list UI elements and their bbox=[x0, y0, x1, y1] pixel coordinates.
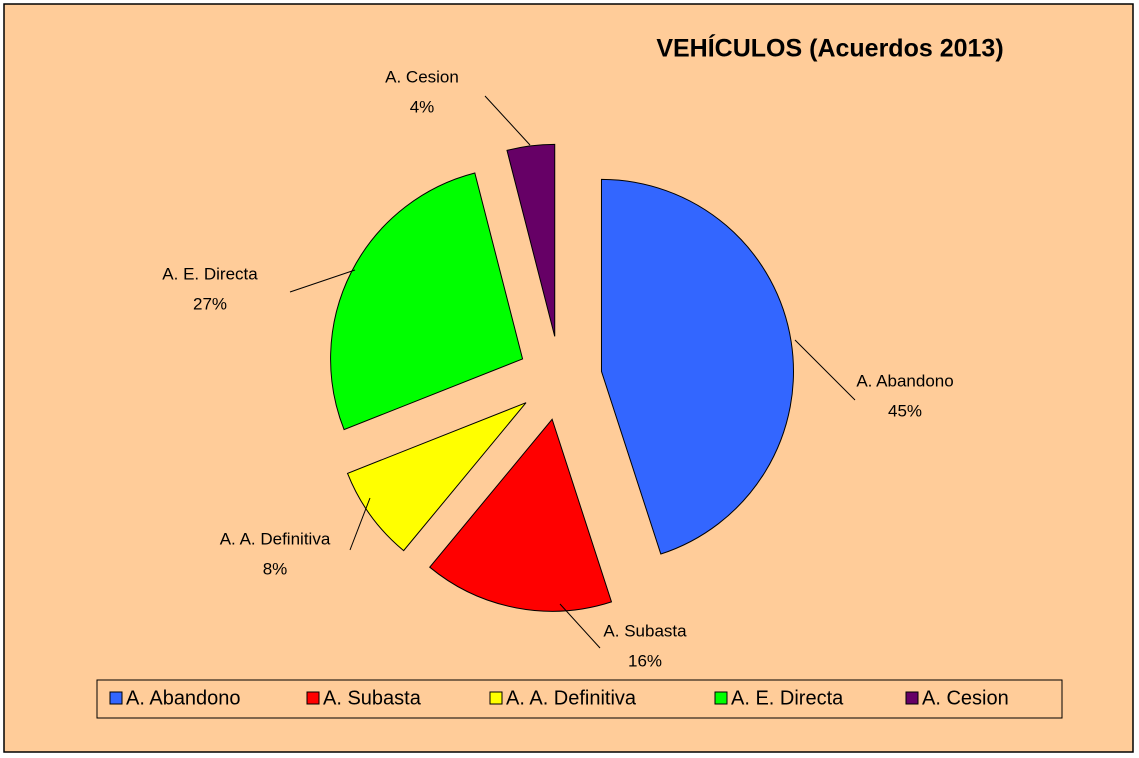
data-label-name: A. E. Directa bbox=[162, 264, 258, 283]
pie-slice bbox=[600, 178, 794, 555]
chart-area bbox=[3, 3, 1134, 753]
pie-slice bbox=[346, 402, 527, 552]
data-label-value: 45% bbox=[888, 401, 922, 420]
data-label-value: 4% bbox=[410, 97, 435, 116]
data-label-name: A. Abandono bbox=[856, 371, 953, 390]
legend-label: A. A. Definitiva bbox=[506, 687, 637, 709]
leader-line bbox=[349, 497, 371, 551]
pie-slice bbox=[506, 143, 556, 337]
leader-line bbox=[484, 95, 531, 146]
legend-label: A. E. Directa bbox=[731, 687, 844, 709]
data-label-name: A. A. Definitiva bbox=[220, 529, 331, 548]
legend bbox=[96, 679, 1063, 719]
legend-swatch bbox=[306, 691, 320, 705]
chart-title: VEHÍCULOS (Acuerdos 2013) bbox=[656, 34, 1003, 63]
legend-label: A. Abandono bbox=[126, 687, 241, 709]
pie-slice bbox=[429, 418, 613, 612]
legend-label: A. Cesion bbox=[922, 687, 1009, 709]
legend-swatch bbox=[109, 691, 123, 705]
legend-swatch bbox=[489, 691, 503, 705]
leader-line bbox=[794, 339, 856, 401]
legend-label: A. Subasta bbox=[323, 687, 422, 709]
leader-line bbox=[559, 603, 601, 649]
data-label-value: 8% bbox=[263, 559, 288, 578]
pie-slice bbox=[330, 172, 524, 431]
data-label-value: 27% bbox=[193, 294, 227, 313]
leader-line bbox=[289, 269, 356, 293]
data-label-name: A. Subasta bbox=[603, 621, 687, 640]
data-label-value: 16% bbox=[628, 651, 662, 670]
legend-swatch bbox=[714, 691, 728, 705]
data-label-name: A. Cesion bbox=[385, 67, 459, 86]
legend-swatch bbox=[905, 691, 919, 705]
